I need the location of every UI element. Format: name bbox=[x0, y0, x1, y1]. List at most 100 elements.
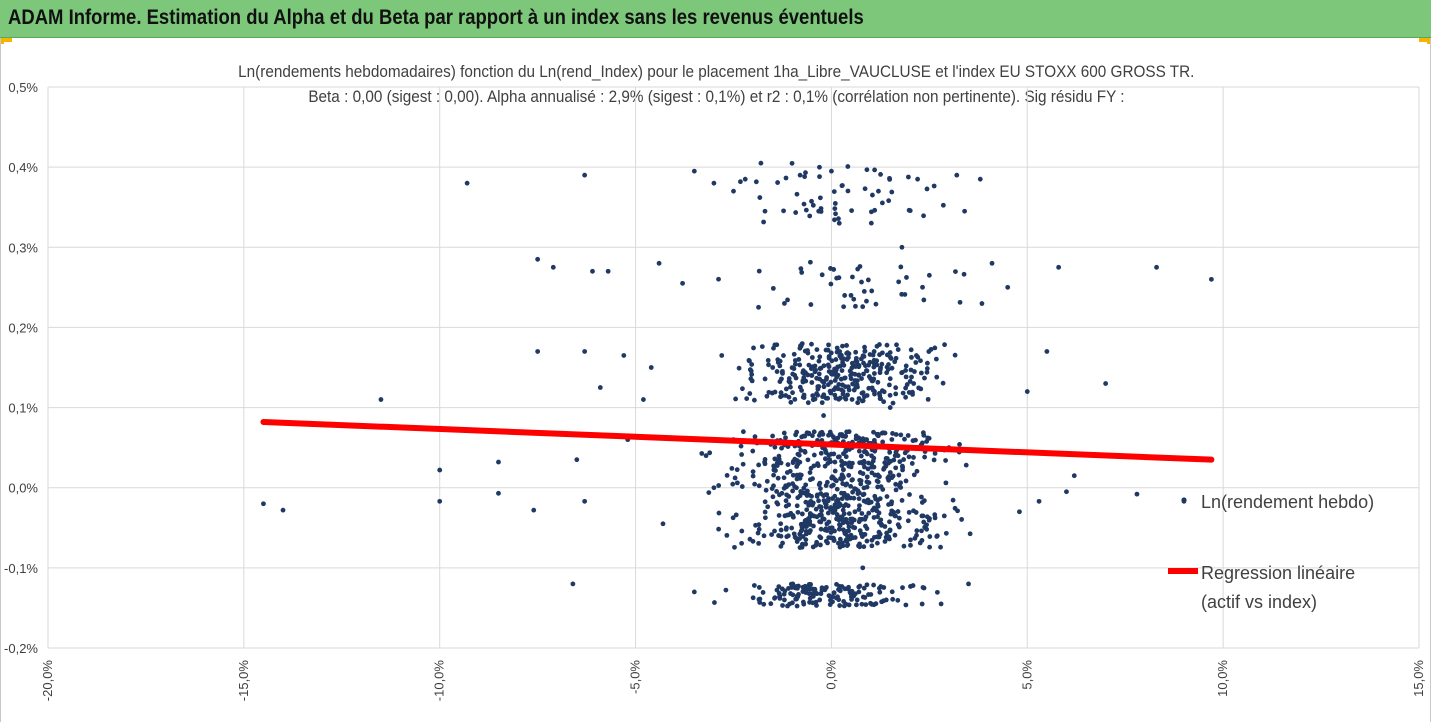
data-point bbox=[855, 266, 861, 272]
data-point bbox=[898, 432, 904, 438]
data-point bbox=[879, 200, 885, 206]
data-point bbox=[894, 342, 899, 348]
data-point bbox=[893, 385, 899, 391]
data-point bbox=[810, 433, 815, 439]
data-point bbox=[778, 521, 784, 527]
report-title: ADAM Informe. Estimation du Alpha et du … bbox=[8, 6, 864, 29]
data-point bbox=[886, 362, 891, 367]
data-point bbox=[844, 350, 850, 356]
data-point bbox=[783, 175, 789, 181]
data-point bbox=[895, 509, 901, 514]
data-point bbox=[790, 488, 796, 494]
data-point bbox=[924, 369, 930, 375]
data-point bbox=[750, 448, 756, 454]
data-point bbox=[1154, 264, 1159, 270]
data-point bbox=[797, 459, 803, 465]
data-point bbox=[954, 172, 960, 178]
data-point bbox=[779, 445, 784, 451]
legend-marker-points bbox=[1181, 497, 1187, 503]
data-point bbox=[977, 176, 983, 182]
data-point bbox=[809, 198, 814, 204]
data-point bbox=[496, 490, 501, 496]
y-tick-label: 0,5% bbox=[8, 80, 38, 95]
data-point bbox=[756, 585, 762, 590]
data-point bbox=[814, 514, 820, 520]
data-point bbox=[922, 375, 927, 381]
data-point bbox=[839, 490, 844, 496]
data-point bbox=[738, 443, 744, 449]
data-point bbox=[839, 458, 844, 464]
data-point bbox=[826, 342, 831, 348]
data-point bbox=[834, 486, 840, 492]
data-point bbox=[829, 371, 834, 376]
data-point bbox=[797, 536, 803, 541]
data-point bbox=[887, 376, 893, 382]
chart-title: Ln(rendements hebdomadaires) fonction du… bbox=[238, 62, 1195, 81]
data-point bbox=[829, 475, 835, 481]
data-point bbox=[938, 544, 943, 550]
data-point bbox=[821, 516, 827, 522]
x-tick-label: -10,0% bbox=[432, 660, 447, 702]
data-point bbox=[808, 366, 814, 372]
data-point bbox=[795, 495, 801, 501]
data-point bbox=[811, 452, 817, 458]
data-point bbox=[817, 174, 822, 180]
data-point bbox=[711, 180, 717, 186]
data-point bbox=[817, 542, 823, 548]
data-point bbox=[818, 450, 824, 456]
data-point bbox=[691, 589, 697, 595]
data-point bbox=[831, 387, 837, 393]
data-point bbox=[781, 475, 787, 481]
data-point bbox=[774, 587, 780, 593]
data-point bbox=[772, 528, 777, 534]
corner-accent-right-vertical bbox=[1427, 38, 1431, 44]
data-point bbox=[582, 349, 588, 354]
data-point bbox=[886, 198, 892, 204]
data-point bbox=[805, 457, 811, 463]
data-point bbox=[840, 481, 846, 487]
data-point bbox=[837, 588, 843, 594]
data-point bbox=[261, 501, 266, 507]
data-point bbox=[823, 456, 828, 462]
data-point bbox=[835, 364, 841, 370]
data-point bbox=[853, 358, 859, 364]
data-point bbox=[823, 538, 829, 544]
data-point bbox=[800, 379, 806, 385]
regression-line bbox=[260, 418, 1215, 463]
data-point bbox=[820, 431, 826, 437]
data-point bbox=[919, 537, 925, 543]
data-point bbox=[854, 597, 860, 603]
data-point bbox=[784, 470, 790, 475]
data-point bbox=[857, 583, 863, 589]
data-point bbox=[861, 460, 867, 466]
data-point bbox=[779, 490, 785, 496]
data-point bbox=[905, 433, 911, 438]
data-point bbox=[940, 380, 946, 386]
data-point bbox=[889, 437, 895, 442]
data-point bbox=[908, 537, 913, 543]
data-point bbox=[989, 260, 995, 266]
legend-label-regression-line2: (actif vs index) bbox=[1201, 592, 1317, 612]
data-point bbox=[753, 522, 758, 528]
data-point bbox=[872, 448, 878, 454]
data-point bbox=[711, 485, 717, 491]
data-point bbox=[941, 513, 947, 519]
data-point bbox=[750, 595, 756, 601]
data-point bbox=[887, 175, 892, 181]
data-point bbox=[823, 584, 829, 590]
data-point bbox=[795, 451, 801, 457]
data-point bbox=[955, 508, 960, 514]
data-point bbox=[889, 499, 895, 505]
data-point bbox=[842, 293, 848, 298]
data-point bbox=[869, 461, 875, 467]
data-point bbox=[876, 510, 882, 516]
data-point bbox=[765, 358, 771, 363]
data-point bbox=[749, 372, 755, 377]
x-tick-label: 0,0% bbox=[823, 660, 838, 690]
data-point bbox=[747, 367, 753, 373]
data-point bbox=[870, 192, 875, 198]
data-point bbox=[860, 353, 866, 359]
data-point bbox=[853, 349, 859, 355]
data-point bbox=[940, 202, 946, 208]
data-point bbox=[887, 519, 892, 525]
